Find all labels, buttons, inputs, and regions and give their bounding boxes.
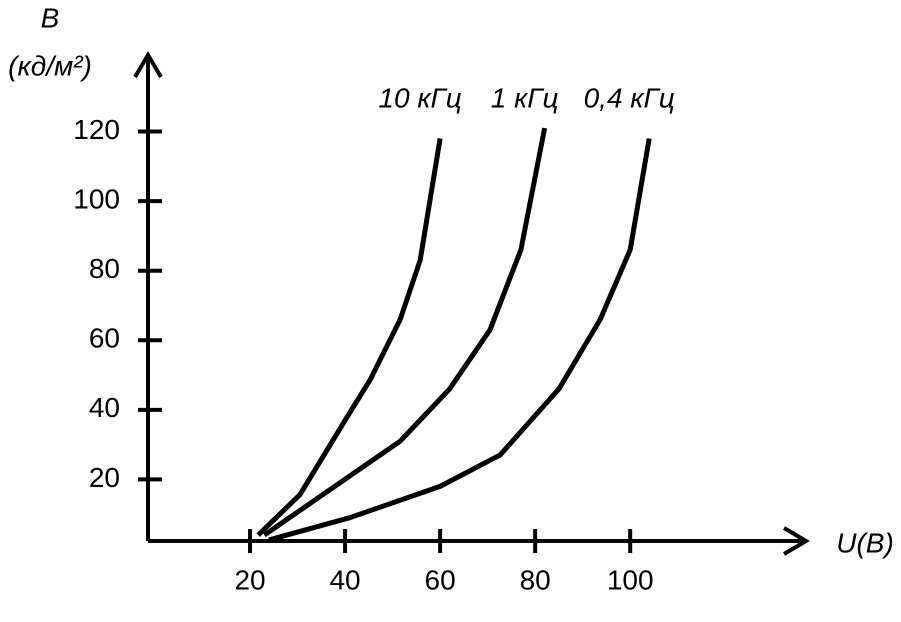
x-tick-label: 100 xyxy=(607,564,654,595)
curve-label: 0,4 кГц xyxy=(584,82,675,113)
y-axis-arrow xyxy=(133,51,163,79)
x-tick-label: 40 xyxy=(329,564,360,595)
y-tick-label: 80 xyxy=(89,253,120,284)
x-tick-label: 80 xyxy=(520,564,551,595)
y-tick-label: 100 xyxy=(73,184,120,215)
x-axis-label: U(B) xyxy=(836,527,894,558)
curve-label: 10 кГц xyxy=(378,82,461,113)
y-axis-label: B xyxy=(41,2,60,33)
y-axis-unit: (кд/м²) xyxy=(8,50,92,81)
y-tick-label: 60 xyxy=(89,323,120,354)
curve-label: 1 кГц xyxy=(491,82,559,113)
curve xyxy=(268,138,652,543)
x-tick-label: 60 xyxy=(425,564,456,595)
x-axis-arrow xyxy=(782,526,810,556)
x-tick-label: 20 xyxy=(234,564,265,595)
y-tick-label: 40 xyxy=(89,392,120,423)
y-tick-label: 120 xyxy=(73,114,120,145)
curve xyxy=(256,138,443,537)
y-tick-label: 20 xyxy=(89,462,120,493)
curve xyxy=(262,127,548,538)
